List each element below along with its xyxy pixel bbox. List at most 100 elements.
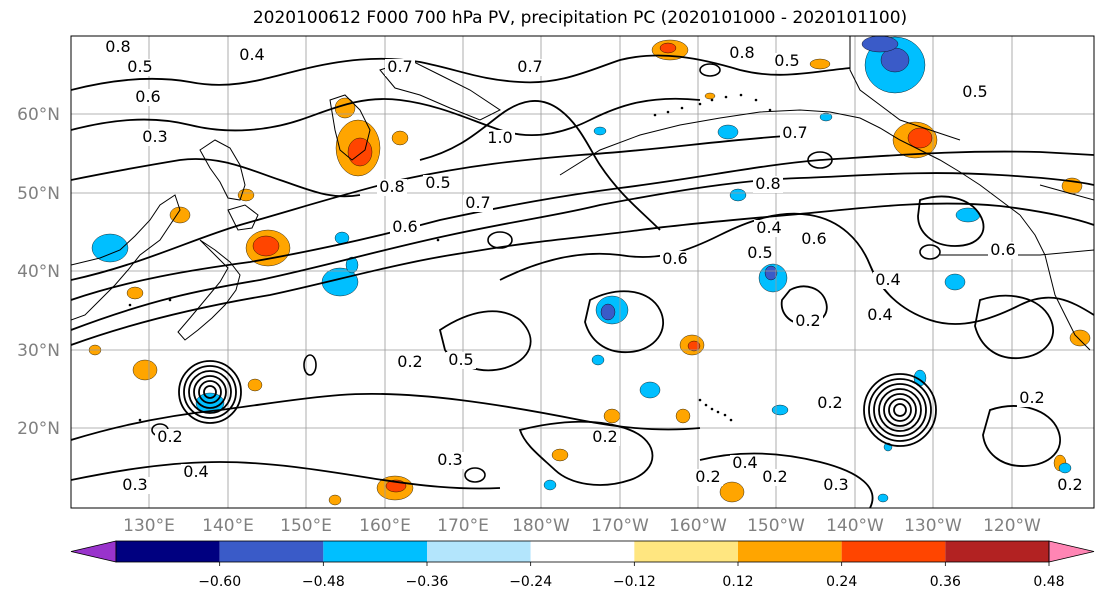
longitude-labels: 130°E 140°E 150°E 160°E 170°E 180°W 170°W 160°W… — [123, 516, 1041, 536]
colorbar-swatch — [738, 541, 842, 562]
colorbar-tick-label: −0.24 — [509, 574, 552, 590]
precip-cell — [127, 287, 143, 299]
pv-contour-label: 0.2 — [1019, 388, 1044, 407]
pv-contour-label: 0.2 — [762, 467, 787, 486]
precip-cell — [705, 93, 715, 99]
island — [681, 107, 684, 110]
island — [725, 96, 728, 99]
precip-cell — [253, 236, 279, 256]
precip-cell — [878, 494, 888, 502]
precip-cell — [1059, 463, 1071, 473]
pv-contour-label: 0.8 — [729, 43, 754, 62]
island — [769, 109, 772, 112]
colorbar-tick-label: −0.48 — [302, 574, 345, 590]
pv-contour-label: 0.8 — [105, 37, 130, 56]
precip-cell — [592, 355, 604, 365]
pv-contour-label: 0.4 — [183, 462, 208, 481]
colorbar-swatch — [842, 541, 946, 562]
latitude-labels: 60°N50°N40°N30°N20°N — [17, 105, 60, 439]
lon-label: 140°E — [202, 516, 254, 536]
pv-contour-label: 0.3 — [122, 475, 147, 494]
lon-label: 140°W — [826, 516, 884, 536]
colorbar-tick-label: 0.36 — [930, 574, 961, 590]
precip-cell — [908, 128, 932, 148]
colorbar-swatch — [220, 541, 324, 562]
pv-contour-label: 0.7 — [782, 123, 807, 142]
pv-contour-label: 0.6 — [135, 87, 160, 106]
pv-contour-label: 0.5 — [448, 350, 473, 369]
pv-contour-label: 0.6 — [990, 240, 1015, 259]
pv-contour-label: 0.3 — [823, 475, 848, 494]
precip-cell — [945, 274, 965, 290]
map-figure: 0.8 0.40.5 0.70.8 0.50.60.30.71.00.8 0.50.70… — [0, 0, 1105, 601]
precip-cell — [248, 379, 262, 391]
pv-contour-label: 0.5 — [747, 243, 772, 262]
precip-cell — [676, 409, 690, 423]
colorbar-swatch — [634, 541, 738, 562]
colorbar-extend-min — [71, 541, 116, 562]
precip-cell — [810, 59, 830, 69]
pv-contour-label: 0.5 — [127, 57, 152, 76]
pv-contour-label: 0.6 — [662, 249, 687, 268]
lat-label: 50°N — [17, 184, 60, 204]
pv-contour-label: 0.3 — [142, 127, 167, 146]
pv-contour-label: 0.2 — [592, 427, 617, 446]
precip-cell — [765, 266, 777, 280]
lat-label: 30°N — [17, 341, 60, 361]
pv-contour-label: 0.3 — [437, 450, 462, 469]
colorbar-tick-label: −0.12 — [613, 574, 656, 590]
colorbar-swatch — [531, 541, 635, 562]
precip-cell — [392, 131, 408, 145]
precip-cell — [335, 98, 355, 118]
island — [711, 408, 714, 411]
precip-cell — [1070, 330, 1090, 346]
precip-cell — [594, 127, 606, 135]
island — [699, 103, 702, 106]
precip-cell — [544, 480, 556, 490]
pv-contour-label: 0.8 — [755, 174, 780, 193]
colorbar-swatch — [323, 541, 427, 562]
lon-label: 150°E — [280, 516, 332, 536]
island — [667, 111, 670, 114]
island — [717, 411, 720, 414]
pv-contour-label: 1.0 — [487, 128, 512, 147]
precip-cell — [660, 43, 676, 53]
pv-contour-label: 0.4 — [732, 453, 757, 472]
pv-contour-label: 0.4 — [756, 218, 781, 237]
precip-cell — [601, 304, 615, 320]
island — [129, 304, 132, 307]
colorbar-swatch — [945, 541, 1049, 562]
colorbar: −0.60 −0.48 −0.36 −0.24 −0.12 0.12 0.24 0.36 0.4… — [71, 541, 1105, 590]
map-background — [71, 36, 1094, 508]
pv-contour-label: 0.2 — [397, 352, 422, 371]
lon-label: 160°W — [669, 516, 727, 536]
precip-cell — [329, 495, 341, 505]
pv-contour-label: 0.6 — [392, 217, 417, 236]
precip-cell — [862, 36, 898, 52]
lon-label: 170°E — [437, 516, 489, 536]
pv-contour-label: 0.6 — [801, 229, 826, 248]
island — [139, 419, 142, 422]
pv-contour-label: 0.2 — [695, 467, 720, 486]
map-panel: 0.8 0.40.5 0.70.8 0.50.60.30.71.00.8 0.50.70… — [71, 36, 1094, 508]
pv-contour-label: 0.8 — [379, 177, 404, 196]
pv-contour-label: 0.2 — [157, 427, 182, 446]
island — [724, 414, 727, 417]
precip-cell — [133, 360, 157, 380]
lon-label: 150°W — [747, 516, 805, 536]
pv-contour-label: 0.5 — [962, 82, 987, 101]
precip-cell — [552, 449, 568, 461]
island — [654, 114, 657, 117]
pv-contour-label: 0.4 — [239, 45, 264, 64]
colorbar-tick-label: −0.36 — [406, 574, 449, 590]
precip-cell — [730, 189, 746, 201]
island — [705, 404, 708, 407]
island — [755, 99, 758, 102]
lon-label: 180°W — [512, 516, 570, 536]
lat-label: 20°N — [17, 419, 60, 439]
pv-contour-label: 0.5 — [774, 51, 799, 70]
pv-contour-label: 0.4 — [875, 270, 900, 289]
colorbar-extend-max — [1049, 541, 1094, 562]
pv-contour-label: 0.2 — [817, 393, 842, 412]
island — [699, 399, 702, 402]
